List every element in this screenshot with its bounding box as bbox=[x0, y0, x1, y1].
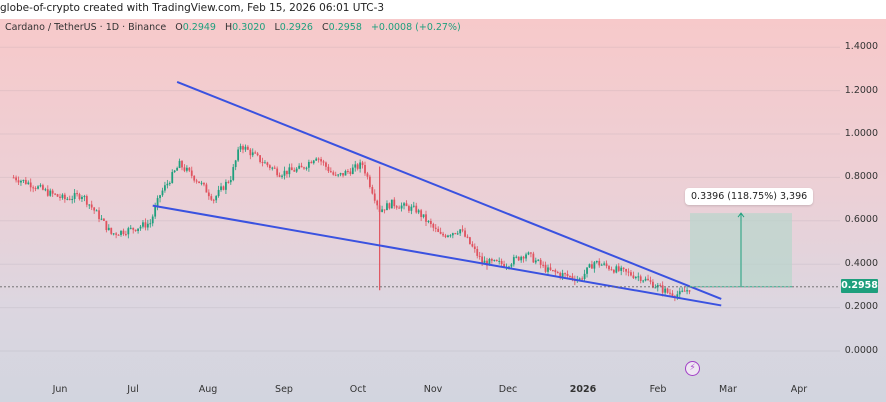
time-axis-label: Apr bbox=[790, 384, 808, 395]
time-axis-label: Sep bbox=[275, 384, 293, 395]
price-axis-label: 1.2000 bbox=[844, 85, 878, 96]
attribution-text: globe-of-crypto created with TradingView… bbox=[0, 0, 886, 19]
price-axis-label: 1.0000 bbox=[844, 128, 878, 139]
time-axis-label: 2026 bbox=[569, 384, 597, 395]
time-axis-label: Dec bbox=[498, 384, 518, 395]
symbol-name: Cardano / TetherUS · 1D · Binance bbox=[5, 22, 167, 33]
chart-area[interactable]: Cardano / TetherUS · 1D · Binance O0.294… bbox=[0, 19, 886, 402]
price-axis-label: 0.6000 bbox=[844, 214, 878, 225]
price-axis-label: 0.0000 bbox=[844, 345, 878, 356]
time-axis-label: Aug bbox=[198, 384, 218, 395]
current-price-tag: 0.2958 bbox=[841, 279, 878, 293]
time-axis-label: Jun bbox=[52, 384, 68, 395]
price-axis-label: 1.4000 bbox=[844, 41, 878, 52]
time-axis-label: Nov bbox=[423, 384, 443, 395]
low-value: 0.2926 bbox=[279, 22, 313, 33]
time-axis-label: Mar bbox=[719, 384, 737, 395]
change-value: +0.0008 (+0.27%) bbox=[370, 22, 461, 33]
lightning-bolt-icon[interactable]: ⚡ bbox=[685, 361, 700, 376]
open-value: 0.2949 bbox=[182, 22, 216, 33]
candles bbox=[12, 143, 691, 302]
high-value: 0.3020 bbox=[232, 22, 266, 33]
candlestick-plot[interactable] bbox=[0, 19, 886, 402]
measure-label[interactable]: 0.3396 (118.75%) 3,396 bbox=[685, 188, 814, 205]
price-axis-label: 0.8000 bbox=[844, 171, 878, 182]
time-axis-label: Feb bbox=[649, 384, 667, 395]
price-axis-label: 0.2000 bbox=[844, 301, 878, 312]
close-value: 0.2958 bbox=[328, 22, 362, 33]
time-axis-label: Oct bbox=[349, 384, 367, 395]
time-axis-label: Jul bbox=[127, 384, 139, 395]
price-axis-label: 0.4000 bbox=[844, 258, 878, 269]
symbol-legend: Cardano / TetherUS · 1D · Binance O0.294… bbox=[5, 22, 461, 33]
